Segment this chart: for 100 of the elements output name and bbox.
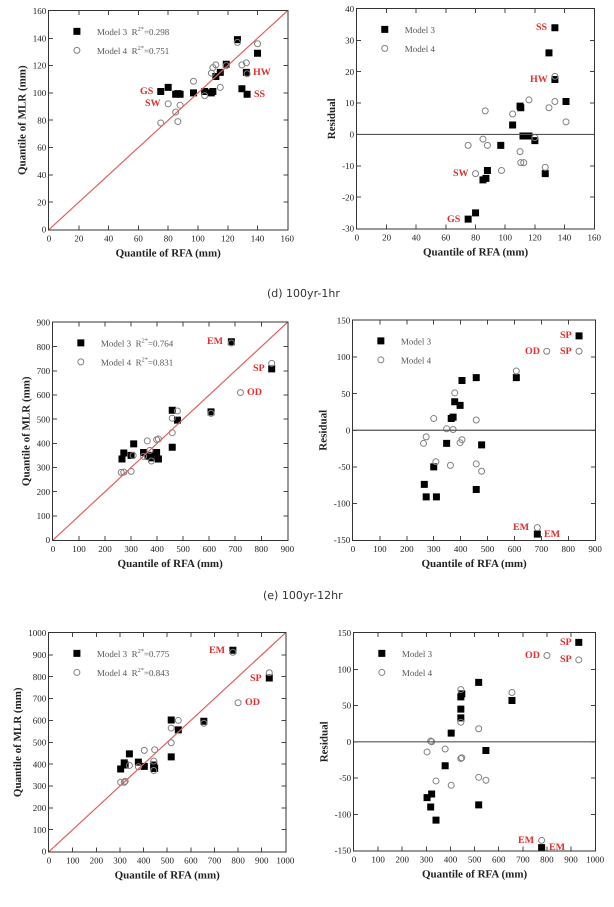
- x-tick-label: 300: [426, 544, 441, 554]
- y-axis-title: Quantile of MLR (mm): [20, 376, 32, 486]
- y-tick-label: 0: [350, 130, 355, 140]
- x-axis-title: Quantile of RFA (mm): [114, 870, 220, 882]
- annotation: SP: [253, 363, 265, 374]
- y-tick-label: 120: [32, 60, 47, 71]
- y-tick-label: 700: [36, 366, 51, 376]
- x-tick-label: 800: [562, 544, 576, 554]
- y-axis-title: Residual: [326, 98, 338, 140]
- x-tick-label: 700: [534, 544, 549, 554]
- x-tick-label: 60: [134, 233, 144, 244]
- x-tick-label: 100: [66, 855, 80, 866]
- x-tick-label: 20: [382, 232, 392, 242]
- x-axis-title: Quantile of RFA (mm): [422, 868, 528, 881]
- x-tick-label: 200: [90, 855, 104, 866]
- annotation: SP: [250, 673, 262, 684]
- x-tick-label: 20: [74, 233, 84, 244]
- x-tick-label: 600: [492, 854, 506, 864]
- y-tick-label: 900: [32, 650, 47, 660]
- y-tick-label: -10: [342, 160, 355, 171]
- y-tick-label: 200: [32, 803, 47, 813]
- x-tick-label: 140: [558, 232, 572, 242]
- x-tick-label: 140: [250, 233, 265, 244]
- y-tick-label: 0: [42, 846, 47, 857]
- y-tick-label: -50: [339, 773, 352, 784]
- x-tick-label: 100: [191, 233, 206, 244]
- annotation: SP: [560, 346, 572, 357]
- y-tick-label: 700: [32, 694, 47, 704]
- y-tick-label: 100: [32, 824, 47, 835]
- y-tick-label: 40: [37, 170, 47, 180]
- x-tick-label: 300: [113, 855, 128, 866]
- x-tick-label: 60: [441, 232, 451, 242]
- annotation: GS: [447, 214, 461, 225]
- y-tick-label: 0: [46, 535, 51, 546]
- x-tick-label: 700: [208, 855, 222, 866]
- x-tick-label: 800: [231, 855, 246, 866]
- x-axis-title: Quantile of RFA (mm): [422, 246, 528, 259]
- annotation: OD: [525, 346, 540, 357]
- x-tick-label: 300: [420, 854, 434, 864]
- y-tick-label: -150: [334, 846, 352, 856]
- y-tick-label: 500: [32, 737, 47, 748]
- y-tick-label: 80: [37, 115, 47, 126]
- legend-label: Model 3 R$^{2*}$=0.298: [96, 26, 170, 37]
- y-tick-label: 800: [36, 342, 51, 352]
- legend-label: Model 3: [404, 24, 436, 35]
- x-tick-label: 100: [72, 544, 86, 554]
- x-tick-label: 120: [221, 233, 235, 244]
- y-tick-label: -30: [342, 224, 355, 234]
- y-tick-label: 100: [336, 352, 351, 362]
- y-tick-label: 10: [345, 98, 355, 108]
- x-tick-label: 500: [480, 544, 495, 554]
- y-axis-title: Residual: [318, 721, 330, 762]
- y-axis-title: Quantile of MLR (mm): [16, 65, 28, 176]
- y-tick-label: 30: [345, 35, 355, 46]
- y-tick-label: 40: [345, 4, 355, 14]
- y-tick-label: -100: [334, 498, 351, 509]
- legend-label: Model 4 R$^{2*}$=0.831: [100, 356, 174, 368]
- y-tick-label: 20: [37, 197, 47, 208]
- x-tick-label: 500: [468, 854, 482, 864]
- x-tick-label: 700: [516, 854, 530, 864]
- x-tick-label: 160: [280, 233, 295, 244]
- y-tick-label: 150: [336, 316, 351, 326]
- legend-label: Model 3 R$^{2*}$=0.764: [100, 338, 174, 348]
- legend-label: Model 4 R$^{2*}$=0.751: [96, 45, 170, 56]
- annotation: SP: [560, 654, 572, 665]
- annotation: SW: [145, 98, 161, 109]
- text: (e) 100yr-12hr: [263, 589, 344, 602]
- x-tick-label: 700: [228, 544, 242, 554]
- x-tick-label: 400: [454, 544, 468, 554]
- x-tick-label: 500: [176, 544, 190, 554]
- annotation: SP: [560, 330, 572, 341]
- annotation: GS: [140, 86, 154, 97]
- annotation: EM: [209, 645, 226, 656]
- y-tick-label: -50: [338, 462, 351, 472]
- x-tick-label: 1000: [276, 855, 295, 866]
- legend-label: Model 4: [404, 44, 436, 54]
- y-tick-label: 0: [346, 736, 352, 747]
- x-tick-label: 600: [184, 855, 198, 866]
- y-tick-label: 500: [36, 414, 51, 424]
- y-tick-label: 60: [37, 142, 47, 153]
- x-tick-label: 80: [471, 232, 481, 242]
- y-tick-label: 800: [32, 672, 47, 682]
- x-tick-label: 40: [412, 232, 422, 242]
- x-tick-label: 80: [164, 233, 174, 244]
- annotation: SP: [560, 637, 572, 648]
- y-tick-label: 200: [36, 486, 51, 497]
- annotation: SS: [254, 89, 266, 100]
- legend-label: Model 3 R$^{2*}$=0.775: [96, 648, 170, 659]
- annotation: EM: [207, 336, 224, 347]
- annotation: SS: [536, 22, 548, 33]
- annotation: OD: [245, 697, 260, 708]
- y-axis-title: Quantile of MLR (mm): [12, 687, 24, 798]
- x-tick-label: 200: [395, 854, 410, 864]
- annotation: HW: [530, 74, 548, 85]
- x-tick-label: 40: [104, 233, 114, 244]
- x-tick-label: 600: [202, 544, 216, 554]
- x-tick-label: 600: [508, 544, 522, 554]
- x-tick-label: 400: [136, 855, 151, 866]
- x-tick-label: 100: [371, 854, 386, 864]
- y-tick-label: -100: [334, 809, 352, 820]
